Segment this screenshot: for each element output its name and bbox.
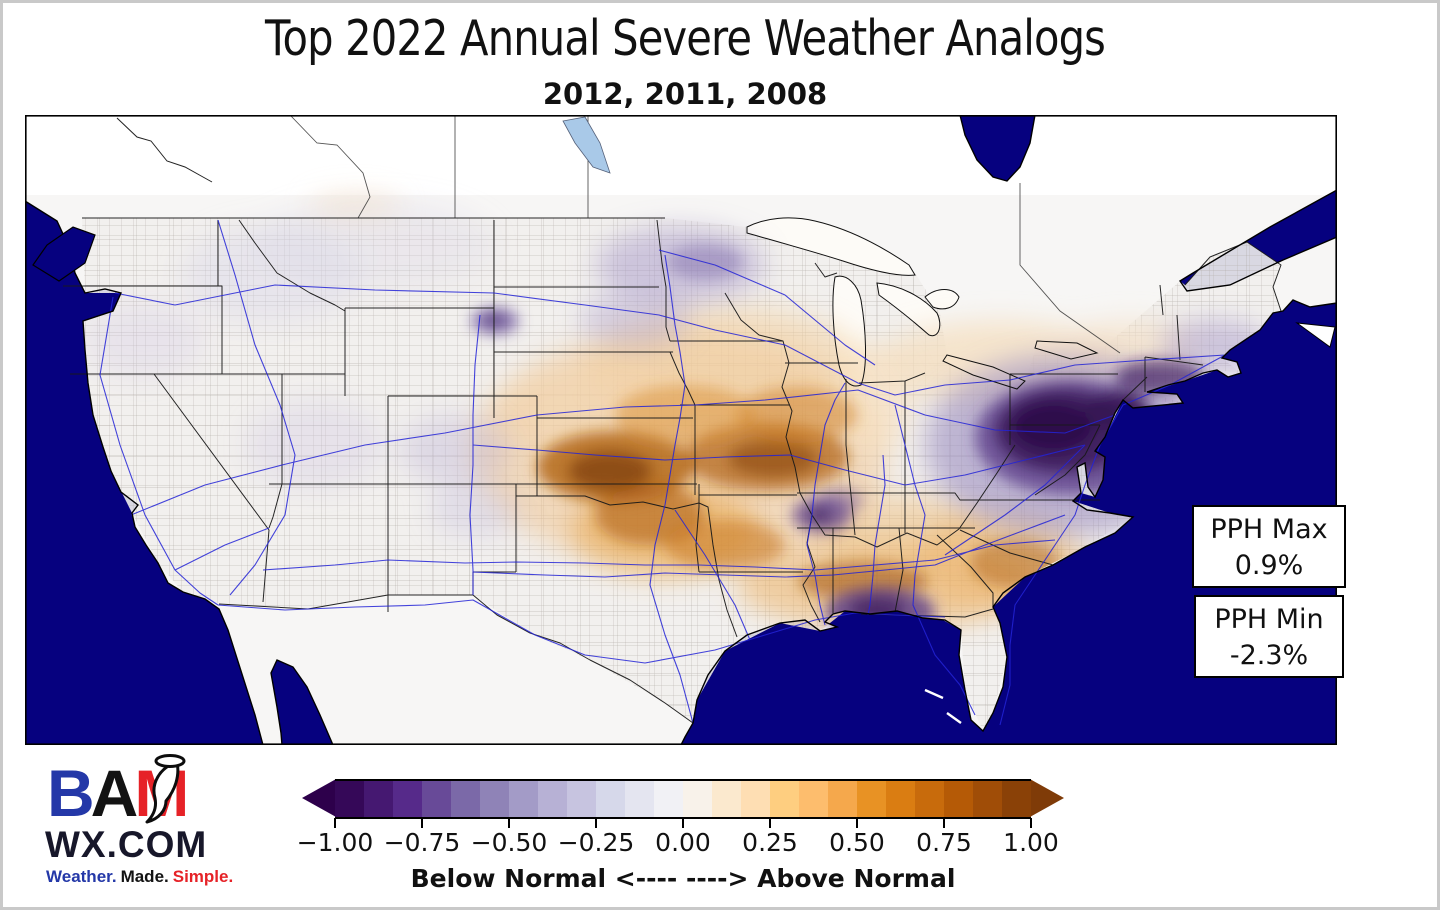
- colorbar-tick-label: 1.00: [1003, 828, 1059, 857]
- tornado-icon: [145, 754, 186, 824]
- pph-min-label: PPH Min: [1214, 604, 1324, 635]
- colorbar-segment: [712, 781, 741, 817]
- logo-tagline-word: Made.: [120, 867, 169, 886]
- colorbar-segment: [1002, 781, 1031, 817]
- logo-tagline-word: Weather.: [46, 867, 117, 886]
- colorbar-tick-label: 0.00: [655, 828, 711, 857]
- pph-max-box: PPH Max 0.9%: [1192, 505, 1346, 588]
- map-canvas: [24, 114, 1338, 746]
- great-lakes-outlines: [746, 217, 1099, 390]
- colorbar-left-arrow: [302, 779, 335, 817]
- bahamas-islands: [924, 688, 962, 724]
- colorbar-segment: [741, 781, 770, 817]
- colorbar-tick-label: −0.50: [470, 828, 548, 857]
- map-frame: [25, 115, 1338, 746]
- colorbar-segment: [596, 781, 625, 817]
- pph-max-label: PPH Max: [1210, 514, 1328, 545]
- colorbar-segment: [567, 781, 596, 817]
- analog-years-subtitle: 2012, 2011, 2008: [542, 77, 828, 111]
- colorbar-segment: [886, 781, 915, 817]
- colorbar-tickmark: [595, 818, 597, 828]
- colorbar-tick-labels: −1.00 −0.75 −0.50 −0.25 0.00 0.25 0.50 0.75 1.00: [297, 828, 1059, 860]
- colorbar-tick-label: −0.25: [557, 828, 635, 857]
- logo-tagline-word: Simple.: [172, 867, 234, 886]
- colorbar-ticks: [334, 818, 1032, 828]
- colorbar-segment: [538, 781, 567, 817]
- colorbar-segment: [393, 781, 422, 817]
- colorbar-tick-label: −0.75: [383, 828, 461, 857]
- colorbar-tickmark: [682, 818, 684, 828]
- colorbar-gradient: [335, 779, 1031, 819]
- colorbar-right-arrow: [1031, 779, 1064, 817]
- bc-coastline: [116, 117, 213, 183]
- highway-lines: [99, 219, 1226, 726]
- colorbar-segment: [799, 781, 828, 817]
- colorbar-tick-label: 0.50: [829, 828, 885, 857]
- colorbar-caption: Below Normal <---- ----> Above Normal: [410, 864, 956, 893]
- colorbar-segment: [422, 781, 451, 817]
- colorbar-tickmark: [943, 818, 945, 828]
- colorbar-tickmark: [856, 818, 858, 828]
- logo-tagline: Weather. Made. Simple.: [46, 867, 237, 887]
- colorbar-tickmark: [769, 818, 771, 828]
- colorbar-tick-label: 0.25: [742, 828, 798, 857]
- colorbar-segment: [857, 781, 886, 817]
- colorbar-segment: [944, 781, 973, 817]
- colorbar-segment: [770, 781, 799, 817]
- colorbar-segment: [451, 781, 480, 817]
- colorbar-segment: [654, 781, 683, 817]
- above-normal-shading: [470, 305, 1085, 630]
- colorbar-tickmark: [421, 818, 423, 828]
- colorbar-tickmark: [508, 818, 510, 828]
- colorbar: −1.00 −0.75 −0.50 −0.25 0.00 0.25 0.50 0.75 1.00…: [297, 778, 1064, 898]
- colorbar-segment: [335, 781, 364, 817]
- colorbar-tickmark: [1030, 818, 1032, 828]
- colorbar-tick-label: −1.00: [296, 828, 374, 857]
- bamwx-logo: BAM WX.COM Weather.Made.Simple.: [45, 754, 260, 898]
- colorbar-segment: [625, 781, 654, 817]
- page-title: Top 2022 Annual Severe Weather Analogs: [264, 10, 1106, 67]
- logo-letter: A: [90, 756, 139, 830]
- colorbar-tick-label: 0.75: [916, 828, 972, 857]
- logo-domain-text: WX.COM: [45, 824, 208, 865]
- logo-letter: B: [47, 756, 95, 830]
- lake-winnipeg: [562, 116, 611, 174]
- colorbar-strip: [302, 778, 1064, 819]
- pph-max-value: 0.9%: [1234, 550, 1304, 582]
- colorbar-segment: [683, 781, 712, 817]
- colorbar-segment: [480, 781, 509, 817]
- colorbar-segment: [973, 781, 1002, 817]
- colorbar-segment: [364, 781, 393, 817]
- pph-min-box: PPH Min -2.3%: [1194, 595, 1344, 678]
- vancouver-island: [32, 226, 96, 282]
- colorbar-segment: [509, 781, 538, 817]
- nova-scotia: [1295, 322, 1336, 348]
- colorbar-segment: [915, 781, 944, 817]
- us-anomaly-map: [24, 114, 1338, 746]
- colorbar-tickmark: [334, 818, 336, 828]
- pph-min-value: -2.3%: [1229, 640, 1309, 672]
- colorbar-segment: [828, 781, 857, 817]
